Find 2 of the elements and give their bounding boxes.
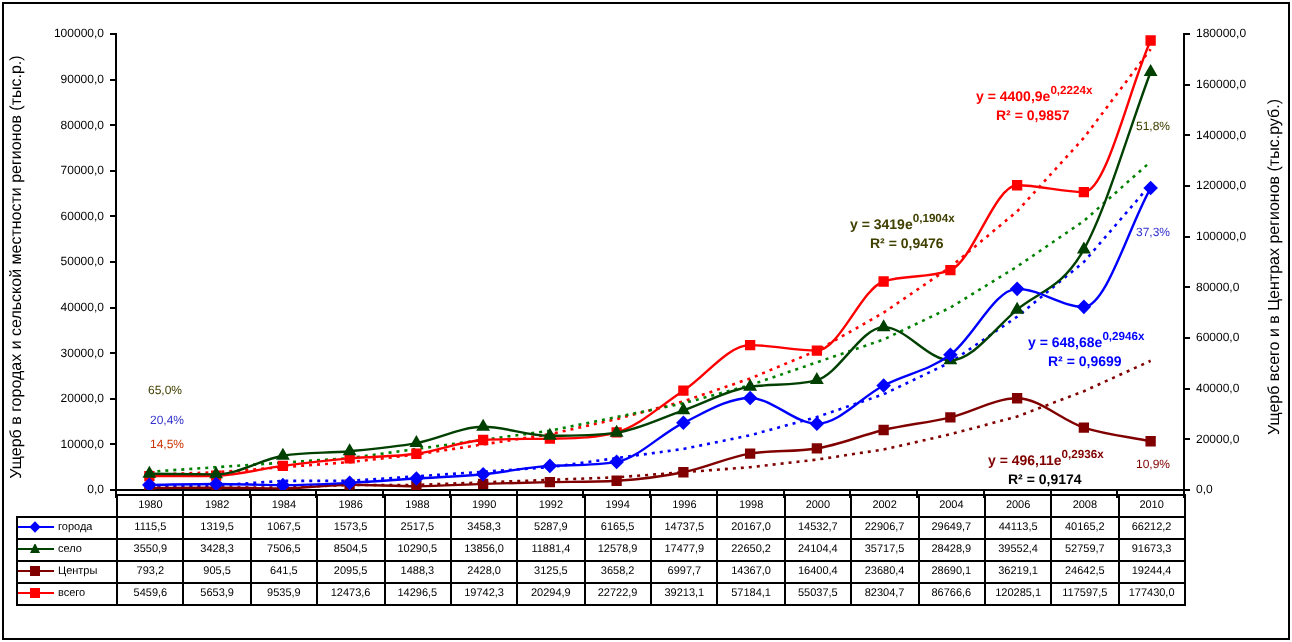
y-axis-title: Ущерб в городах и сельской местности регионов (тыс.р.) xyxy=(6,54,25,478)
y2-axis-title: Ущерб всего и в Центрах регионов (тыс.руб.) xyxy=(1264,98,1283,434)
